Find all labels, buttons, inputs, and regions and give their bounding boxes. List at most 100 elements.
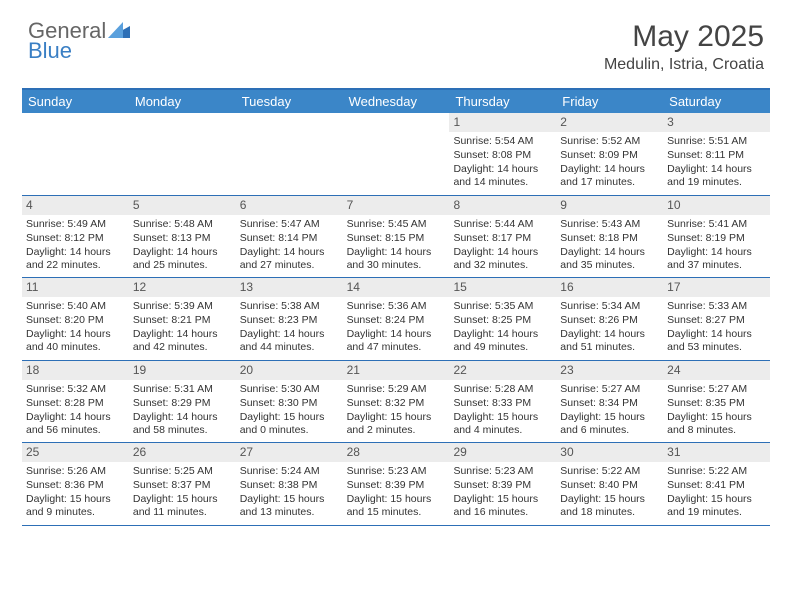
sunrise-text: Sunrise: 5:22 AM: [560, 465, 659, 478]
day-cell: 23Sunrise: 5:27 AMSunset: 8:34 PMDayligh…: [556, 361, 663, 443]
week-row: 1Sunrise: 5:54 AMSunset: 8:08 PMDaylight…: [22, 113, 770, 196]
day-number: 18: [22, 361, 129, 380]
daylight-text: Daylight: 15 hours and 16 minutes.: [453, 493, 552, 519]
sunrise-text: Sunrise: 5:33 AM: [667, 300, 766, 313]
day-number: 6: [236, 196, 343, 215]
sunrise-text: Sunrise: 5:26 AM: [26, 465, 125, 478]
sunrise-text: Sunrise: 5:48 AM: [133, 218, 232, 231]
day-number: 23: [556, 361, 663, 380]
day-number: [129, 113, 236, 132]
day-cell: 19Sunrise: 5:31 AMSunset: 8:29 PMDayligh…: [129, 361, 236, 443]
day-number: 30: [556, 443, 663, 462]
sunrise-text: Sunrise: 5:35 AM: [453, 300, 552, 313]
sunset-text: Sunset: 8:30 PM: [240, 397, 339, 410]
day-cell: 20Sunrise: 5:30 AMSunset: 8:30 PMDayligh…: [236, 361, 343, 443]
sunrise-text: Sunrise: 5:47 AM: [240, 218, 339, 231]
daylight-text: Daylight: 14 hours and 17 minutes.: [560, 163, 659, 189]
daylight-text: Daylight: 14 hours and 42 minutes.: [133, 328, 232, 354]
day-cell: 22Sunrise: 5:28 AMSunset: 8:33 PMDayligh…: [449, 361, 556, 443]
weekday-header: Sunday: [22, 90, 129, 113]
day-cell: 10Sunrise: 5:41 AMSunset: 8:19 PMDayligh…: [663, 196, 770, 278]
day-cell: 2Sunrise: 5:52 AMSunset: 8:09 PMDaylight…: [556, 113, 663, 195]
sunset-text: Sunset: 8:40 PM: [560, 479, 659, 492]
daylight-text: Daylight: 14 hours and 51 minutes.: [560, 328, 659, 354]
sunrise-text: Sunrise: 5:22 AM: [667, 465, 766, 478]
logo-text-blue: Blue: [28, 40, 130, 62]
day-number: 9: [556, 196, 663, 215]
sunset-text: Sunset: 8:15 PM: [347, 232, 446, 245]
sunset-text: Sunset: 8:23 PM: [240, 314, 339, 327]
day-number: 7: [343, 196, 450, 215]
day-cell: 29Sunrise: 5:23 AMSunset: 8:39 PMDayligh…: [449, 443, 556, 525]
weekday-header: Thursday: [449, 90, 556, 113]
day-number: 26: [129, 443, 236, 462]
sunset-text: Sunset: 8:24 PM: [347, 314, 446, 327]
sunset-text: Sunset: 8:27 PM: [667, 314, 766, 327]
header: GeneralBlue May 2025 Medulin, Istria, Cr…: [0, 0, 792, 82]
day-number: 29: [449, 443, 556, 462]
sunrise-text: Sunrise: 5:40 AM: [26, 300, 125, 313]
day-number: 10: [663, 196, 770, 215]
day-cell: 7Sunrise: 5:45 AMSunset: 8:15 PMDaylight…: [343, 196, 450, 278]
calendar: SundayMondayTuesdayWednesdayThursdayFrid…: [0, 90, 792, 526]
daylight-text: Daylight: 14 hours and 58 minutes.: [133, 411, 232, 437]
sunset-text: Sunset: 8:28 PM: [26, 397, 125, 410]
day-number: 1: [449, 113, 556, 132]
sunrise-text: Sunrise: 5:34 AM: [560, 300, 659, 313]
sunset-text: Sunset: 8:25 PM: [453, 314, 552, 327]
day-cell: 12Sunrise: 5:39 AMSunset: 8:21 PMDayligh…: [129, 278, 236, 360]
sunrise-text: Sunrise: 5:45 AM: [347, 218, 446, 231]
daylight-text: Daylight: 14 hours and 47 minutes.: [347, 328, 446, 354]
sunset-text: Sunset: 8:14 PM: [240, 232, 339, 245]
day-cell: 26Sunrise: 5:25 AMSunset: 8:37 PMDayligh…: [129, 443, 236, 525]
daylight-text: Daylight: 15 hours and 9 minutes.: [26, 493, 125, 519]
day-number: 14: [343, 278, 450, 297]
day-cell: 16Sunrise: 5:34 AMSunset: 8:26 PMDayligh…: [556, 278, 663, 360]
sunset-text: Sunset: 8:38 PM: [240, 479, 339, 492]
daylight-text: Daylight: 15 hours and 8 minutes.: [667, 411, 766, 437]
daylight-text: Daylight: 15 hours and 19 minutes.: [667, 493, 766, 519]
day-cell: 21Sunrise: 5:29 AMSunset: 8:32 PMDayligh…: [343, 361, 450, 443]
day-cell: 24Sunrise: 5:27 AMSunset: 8:35 PMDayligh…: [663, 361, 770, 443]
sunrise-text: Sunrise: 5:27 AM: [560, 383, 659, 396]
week-row: 25Sunrise: 5:26 AMSunset: 8:36 PMDayligh…: [22, 443, 770, 526]
daylight-text: Daylight: 15 hours and 2 minutes.: [347, 411, 446, 437]
sunset-text: Sunset: 8:13 PM: [133, 232, 232, 245]
sunrise-text: Sunrise: 5:25 AM: [133, 465, 232, 478]
week-row: 4Sunrise: 5:49 AMSunset: 8:12 PMDaylight…: [22, 196, 770, 279]
daylight-text: Daylight: 14 hours and 25 minutes.: [133, 246, 232, 272]
day-cell: 30Sunrise: 5:22 AMSunset: 8:40 PMDayligh…: [556, 443, 663, 525]
sunset-text: Sunset: 8:33 PM: [453, 397, 552, 410]
day-number: 4: [22, 196, 129, 215]
sunrise-text: Sunrise: 5:29 AM: [347, 383, 446, 396]
day-cell: 5 Sunrise: 5:48 AMSunset: 8:13 PMDaylight…: [129, 196, 236, 278]
daylight-text: Daylight: 14 hours and 22 minutes.: [26, 246, 125, 272]
day-cell-empty: [343, 113, 450, 195]
day-cell: 31 Sunrise: 5:22 AMSunset: 8:41 PMDayligh…: [663, 443, 770, 525]
day-number: 24: [663, 361, 770, 380]
sunset-text: Sunset: 8:21 PM: [133, 314, 232, 327]
daylight-text: Daylight: 15 hours and 4 minutes.: [453, 411, 552, 437]
daylight-text: Daylight: 14 hours and 35 minutes.: [560, 246, 659, 272]
sunrise-text: Sunrise: 5:23 AM: [453, 465, 552, 478]
sunset-text: Sunset: 8:20 PM: [26, 314, 125, 327]
sunset-text: Sunset: 8:19 PM: [667, 232, 766, 245]
day-number: 31: [663, 443, 770, 462]
sunrise-text: Sunrise: 5:44 AM: [453, 218, 552, 231]
day-number: 2: [556, 113, 663, 132]
daylight-text: Daylight: 14 hours and 44 minutes.: [240, 328, 339, 354]
weeks-container: 1Sunrise: 5:54 AMSunset: 8:08 PMDaylight…: [22, 113, 770, 526]
daylight-text: Daylight: 14 hours and 14 minutes.: [453, 163, 552, 189]
sunset-text: Sunset: 8:41 PM: [667, 479, 766, 492]
sunrise-text: Sunrise: 5:32 AM: [26, 383, 125, 396]
day-cell-empty: [236, 113, 343, 195]
location-label: Medulin, Istria, Croatia: [604, 56, 764, 74]
sunset-text: Sunset: 8:32 PM: [347, 397, 446, 410]
day-number: 27: [236, 443, 343, 462]
logo: GeneralBlue: [28, 20, 130, 62]
weekday-header: Friday: [556, 90, 663, 113]
daylight-text: Daylight: 14 hours and 49 minutes.: [453, 328, 552, 354]
day-number: 5: [129, 196, 236, 215]
sunrise-text: Sunrise: 5:23 AM: [347, 465, 446, 478]
sunrise-text: Sunrise: 5:31 AM: [133, 383, 232, 396]
